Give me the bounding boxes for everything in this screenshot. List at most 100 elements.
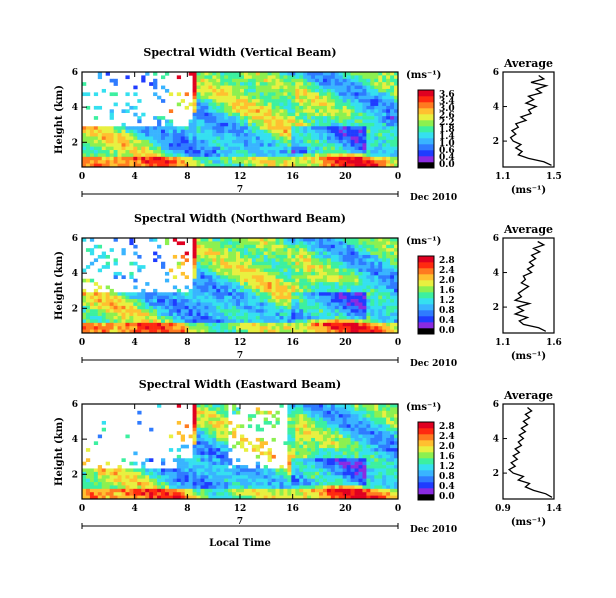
heatmap-cell: [153, 309, 158, 313]
heatmap-cell: [378, 302, 383, 307]
heatmap-cell: [141, 302, 146, 307]
heatmap-cell: [247, 244, 253, 249]
heatmap-cell: [267, 302, 272, 307]
heatmap-cell: [295, 254, 300, 259]
heatmap-cell: [105, 475, 110, 479]
colorbar-swatch: [418, 280, 434, 287]
heatmap-cell: [315, 282, 320, 286]
heatmap-cell: [279, 122, 284, 127]
colorbar-swatch: [418, 96, 434, 103]
heatmap-cell: [247, 122, 253, 127]
heatmap-cell: [390, 309, 395, 313]
heatmap-cell: [240, 248, 245, 252]
heatmap-cell: [342, 129, 347, 134]
heatmap-cell: [370, 271, 375, 276]
heatmap-cell: [303, 126, 308, 130]
heatmap-cell: [263, 326, 268, 330]
heatmap-cell: [243, 136, 249, 141]
heatmap-cell: [354, 285, 359, 290]
heatmap-cell: [149, 139, 154, 144]
heatmap-cell: [319, 95, 324, 100]
heatmap-cell: [113, 305, 118, 310]
heatmap-cell: [82, 163, 87, 168]
heatmap-cell: [232, 116, 237, 120]
heatmap-cell: [259, 410, 264, 415]
heatmap-cell: [311, 319, 316, 324]
heatmap-cell: [97, 163, 103, 168]
heatmap-cell: [204, 295, 209, 300]
heatmap-cell: [283, 126, 288, 130]
heatmap-cell: [82, 82, 87, 86]
heatmap-cell: [374, 143, 379, 147]
heatmap-cell: [200, 407, 205, 412]
heatmap-cell: [362, 254, 367, 259]
heatmap-cell: [334, 275, 340, 280]
heatmap-cell: [220, 244, 225, 249]
heatmap-cell: [370, 146, 375, 151]
heatmap-cell: [255, 278, 261, 283]
heatmap-cell: [255, 285, 261, 290]
heatmap-cell: [168, 434, 174, 439]
heatmap-cell: [374, 285, 379, 290]
heatmap-cell: [279, 322, 284, 327]
heatmap-cell: [275, 420, 280, 425]
heatmap-cell: [212, 441, 217, 446]
heatmap-cell: [168, 482, 174, 486]
heatmap-cell: [224, 410, 229, 415]
heatmap-cell: [121, 292, 126, 296]
heatmap-cell: [220, 238, 225, 242]
heatmap-cell: [283, 261, 288, 266]
heatmap-cell: [319, 299, 324, 303]
heatmap-cell: [240, 95, 245, 100]
heatmap-cell: [263, 85, 268, 90]
heatmap-cell: [322, 112, 328, 117]
heatmap-cell: [259, 139, 264, 144]
heatmap-cell: [362, 268, 367, 273]
heatmap-cell: [350, 329, 355, 334]
heatmap-cell: [330, 488, 336, 493]
heatmap-cell: [224, 316, 229, 320]
heatmap-cell: [295, 322, 300, 327]
heatmap-cell: [295, 265, 300, 269]
heatmap-cell: [255, 316, 261, 320]
heatmap-cell: [196, 420, 201, 425]
heatmap-cell: [192, 75, 197, 80]
heatmap-cell: [342, 112, 347, 117]
heatmap-cell: [307, 295, 312, 300]
heatmap-cell: [212, 420, 217, 425]
heatmap-cell: [307, 404, 312, 408]
heatmap-cell: [224, 451, 229, 456]
heatmap-cell: [315, 326, 320, 330]
heatmap-cell: [342, 329, 347, 334]
heatmap-cell: [346, 116, 351, 120]
heatmap-cell: [251, 153, 257, 158]
heatmap-cell: [113, 468, 118, 473]
heatmap-cell: [164, 492, 170, 496]
heatmap-cell: [342, 299, 347, 303]
heatmap-cell: [350, 163, 355, 168]
heatmap-cell: [271, 316, 276, 320]
heatmap-cell: [251, 312, 257, 317]
heatmap-cell: [338, 163, 343, 168]
heatmap-cell: [370, 295, 375, 300]
heatmap-cell: [208, 112, 213, 117]
heatmap-cell: [330, 427, 336, 432]
heatmap-cell: [192, 322, 197, 327]
heatmap-cell: [240, 116, 245, 120]
heatmap-cell: [243, 85, 249, 90]
heatmap-cell: [390, 72, 395, 76]
heatmap-cell: [192, 278, 197, 283]
heatmap-cell: [200, 454, 205, 459]
heatmap-cell: [247, 319, 253, 324]
x-tick-label: 12: [234, 172, 247, 182]
heatmap-cell: [386, 99, 391, 103]
heatmap-cell: [89, 309, 95, 313]
heatmap-cell: [370, 244, 375, 249]
heatmap-cell: [137, 119, 142, 124]
heatmap-cell: [330, 326, 336, 330]
heatmap-cell: [322, 275, 328, 280]
heatmap-cell: [240, 244, 245, 249]
heatmap-cell: [295, 116, 300, 120]
heatmap-cell: [319, 471, 324, 476]
heatmap-cell: [133, 261, 138, 266]
